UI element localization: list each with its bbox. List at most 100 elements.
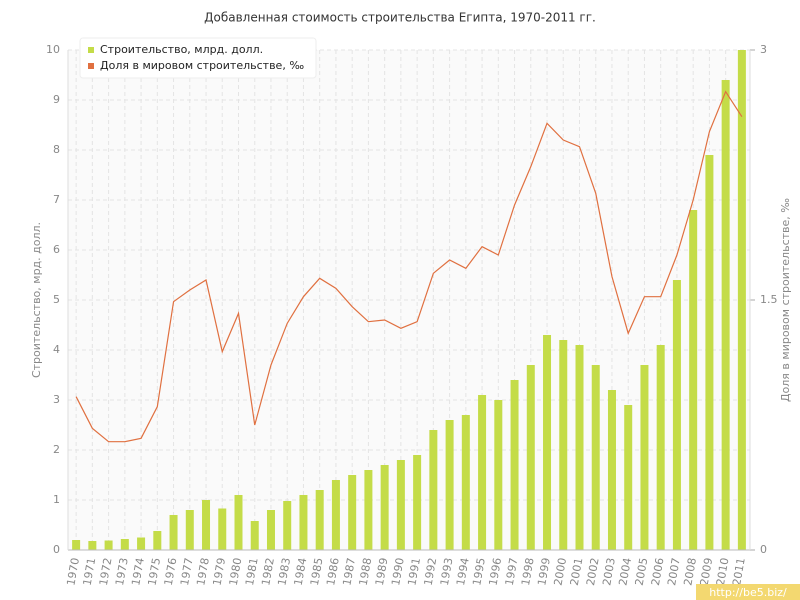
bar bbox=[413, 455, 422, 550]
bar bbox=[624, 405, 633, 550]
bar bbox=[640, 365, 649, 550]
x-tick-label: 1993 bbox=[438, 557, 456, 587]
x-tick-label: 1977 bbox=[178, 557, 196, 587]
x-tick-label: 1990 bbox=[389, 557, 407, 587]
legend-swatch bbox=[88, 63, 94, 69]
watermark-bg bbox=[696, 584, 800, 600]
x-tick-label: 1999 bbox=[535, 557, 553, 587]
x-tick-label: 2007 bbox=[665, 557, 683, 587]
y-tick-label: 4 bbox=[53, 343, 60, 356]
bar bbox=[234, 495, 243, 550]
x-tick-label: 2006 bbox=[649, 557, 667, 587]
x-tick-label: 1988 bbox=[357, 557, 375, 587]
bar bbox=[120, 539, 129, 550]
x-tick-label: 1996 bbox=[487, 557, 505, 587]
bar bbox=[218, 508, 227, 550]
y2-tick-label: 1.5 bbox=[760, 293, 778, 306]
bar bbox=[591, 365, 600, 550]
legend-swatch bbox=[88, 47, 94, 53]
x-tick-label: 1979 bbox=[211, 557, 229, 587]
x-tick-label: 2004 bbox=[616, 557, 634, 587]
x-tick-label: 1983 bbox=[275, 557, 293, 587]
x-tick-label: 1971 bbox=[81, 557, 99, 587]
bar bbox=[526, 365, 535, 550]
bar bbox=[169, 515, 178, 550]
bar bbox=[705, 155, 714, 550]
x-tick-label: 1980 bbox=[227, 557, 245, 587]
bar bbox=[396, 460, 405, 550]
bar bbox=[543, 335, 552, 550]
x-tick-label: 1976 bbox=[162, 557, 180, 587]
bar bbox=[461, 415, 470, 550]
bar bbox=[494, 400, 503, 550]
bar bbox=[348, 475, 357, 550]
bar bbox=[250, 521, 259, 550]
bar bbox=[689, 210, 698, 550]
x-tick-label: 1992 bbox=[422, 557, 440, 587]
legend-label: Строительство, млрд. долл. bbox=[100, 43, 263, 56]
y-tick-label: 9 bbox=[53, 93, 60, 106]
x-tick-label: 1975 bbox=[146, 557, 164, 587]
x-tick-label: 1978 bbox=[194, 557, 212, 587]
y-tick-label: 7 bbox=[53, 193, 60, 206]
y-tick-label: 1 bbox=[53, 493, 60, 506]
x-tick-label: 1994 bbox=[454, 557, 472, 587]
y2-tick-label: 3 bbox=[760, 43, 767, 56]
x-tick-label: 1998 bbox=[519, 557, 537, 587]
y-tick-label: 5 bbox=[53, 293, 60, 306]
bar bbox=[153, 531, 162, 550]
bar bbox=[737, 50, 746, 550]
bar bbox=[88, 541, 97, 550]
bar bbox=[607, 390, 616, 550]
chart-title: Добавленная стоимость строительства Егип… bbox=[204, 11, 596, 25]
y-tick-label: 0 bbox=[53, 543, 60, 556]
y-tick-label: 2 bbox=[53, 443, 60, 456]
legend-label: Доля в мировом строительстве, ‰ bbox=[100, 59, 304, 72]
x-tick-label: 2000 bbox=[552, 557, 570, 587]
x-tick-label: 2005 bbox=[633, 557, 651, 587]
x-tick-label: 2009 bbox=[698, 557, 716, 587]
y-tick-label: 10 bbox=[46, 43, 60, 56]
x-tick-label: 2002 bbox=[584, 557, 602, 587]
bar bbox=[445, 420, 454, 550]
bar bbox=[380, 465, 389, 550]
bar bbox=[656, 345, 665, 550]
bar bbox=[137, 537, 146, 550]
bar bbox=[721, 80, 730, 550]
x-tick-label: 1987 bbox=[340, 557, 358, 587]
y-tick-label: 6 bbox=[53, 243, 60, 256]
x-tick-label: 1995 bbox=[470, 557, 488, 587]
bar bbox=[478, 395, 487, 550]
x-tick-label: 1974 bbox=[129, 557, 147, 587]
bar bbox=[364, 470, 373, 550]
bar bbox=[266, 510, 275, 550]
bar bbox=[104, 540, 113, 550]
x-tick-label: 1973 bbox=[113, 557, 131, 587]
watermark: http://be5.biz/ bbox=[709, 586, 787, 599]
bar bbox=[283, 501, 292, 550]
y-tick-label: 3 bbox=[53, 393, 60, 406]
x-tick-label: 2003 bbox=[600, 557, 618, 587]
bar bbox=[672, 280, 681, 550]
y-tick-label: 8 bbox=[53, 143, 60, 156]
y2-tick-label: 0 bbox=[760, 543, 767, 556]
x-tick-label: 1972 bbox=[97, 557, 115, 587]
bar bbox=[429, 430, 438, 550]
x-tick-label: 2010 bbox=[714, 557, 732, 587]
bar bbox=[559, 340, 568, 550]
line bbox=[75, 90, 743, 443]
x-tick-label: 1997 bbox=[503, 557, 521, 587]
x-tick-label: 2001 bbox=[568, 557, 586, 587]
bar bbox=[72, 540, 81, 550]
x-tick-label: 1991 bbox=[405, 557, 423, 587]
y-axis-title: Строительство, мрд. долл. bbox=[30, 222, 43, 378]
bar bbox=[299, 495, 308, 550]
bar bbox=[185, 510, 194, 550]
x-tick-label: 1989 bbox=[373, 557, 391, 587]
x-tick-label: 2011 bbox=[730, 557, 748, 587]
x-tick-label: 1981 bbox=[243, 557, 261, 587]
bar bbox=[315, 490, 324, 550]
x-tick-label: 1986 bbox=[324, 557, 342, 587]
bar bbox=[202, 500, 211, 550]
x-tick-label: 1984 bbox=[292, 557, 310, 587]
